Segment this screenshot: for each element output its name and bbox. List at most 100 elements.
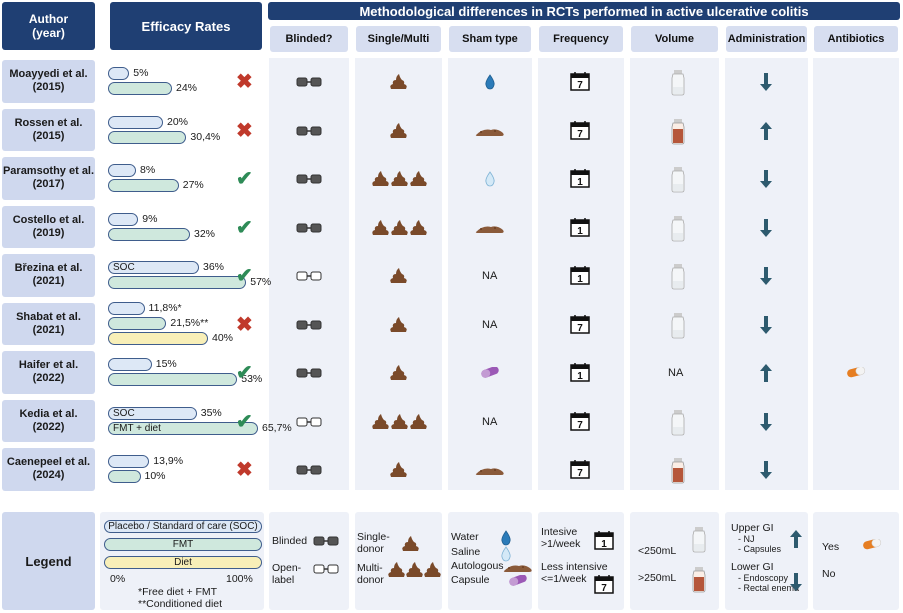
up-arrow-icon [760, 364, 772, 383]
down-arrow-icon [790, 573, 802, 591]
legend-sham [448, 512, 532, 610]
calendar-1-icon: 1 [594, 531, 614, 550]
author-name: Caenepeel et al. [6, 456, 91, 469]
efficacy-value: 35% [200, 406, 222, 419]
efficacy-bar-fmt [108, 373, 238, 387]
author-cell: Moayyedi et al. (2015) [2, 60, 95, 103]
author-name: Paramsothy et al. [2, 165, 95, 178]
author-year: (2015) [32, 81, 65, 94]
legend-single-line1: Single- [357, 531, 390, 543]
small-bottle-icon [692, 527, 706, 553]
up-arrow-icon [790, 530, 802, 548]
large-bottle-icon [671, 118, 685, 145]
stool-icon [391, 219, 408, 235]
stool-icon [390, 365, 407, 381]
check-icon: ✔ [236, 410, 253, 433]
legend-water-label: Water [451, 531, 479, 543]
stool-icon [390, 462, 407, 478]
author-cell: Shabat et al. (2021) [2, 302, 95, 345]
stool-icon [424, 562, 441, 577]
open-glasses-icon [296, 271, 322, 281]
legend-upper-capsules: - Capsules [738, 544, 782, 554]
col-header-frequency: Frequency [539, 26, 623, 52]
check-icon: ✔ [236, 168, 253, 191]
legend-donor [355, 512, 442, 610]
author-cell: Kedia et al. (2022) [2, 399, 95, 442]
col-header-blinded: Blinded? [270, 26, 348, 52]
stool-icon [402, 536, 419, 551]
stool-icon [410, 171, 427, 187]
saline-drop-icon [485, 171, 495, 187]
small-bottle-icon [671, 70, 685, 96]
sham-na: NA [482, 270, 498, 283]
efficacy-value: 13,9% [153, 455, 184, 468]
legend-note-conditioned-diet: **Conditioned diet [138, 598, 223, 610]
svg-text:7: 7 [577, 80, 583, 91]
author-name: Kedia et al. [19, 407, 78, 420]
svg-text:1: 1 [577, 371, 583, 382]
efficacy-bar-placebo [108, 67, 130, 81]
autologous-stool-icon [503, 565, 532, 572]
up-arrow-icon [760, 121, 772, 140]
calendar-icon: 7 [570, 460, 590, 479]
author-cell: Březina et al. (2021) [2, 254, 95, 297]
efficacy-value: 15% [155, 358, 177, 371]
efficacy-bar-placebo [108, 164, 136, 178]
small-bottle-icon [671, 167, 685, 193]
efficacy-value: 8% [140, 164, 156, 177]
efficacy-value: 20% [167, 115, 189, 128]
efficacy-value: 65,7% [262, 421, 292, 434]
stool-icon [372, 171, 389, 187]
author-year: (2022) [32, 372, 65, 385]
efficacy-value: 10% [144, 470, 166, 483]
water-drop-icon [485, 74, 495, 90]
stool-icon [390, 268, 407, 284]
legend-saline-label: Saline [451, 546, 481, 558]
author-year: (2021) [32, 323, 65, 336]
stool-icon [391, 171, 408, 187]
check-icon: ✔ [236, 216, 253, 239]
legend-volume [630, 512, 719, 610]
efficacy-bar-fmt [108, 317, 167, 331]
efficacy-value: 57% [250, 276, 272, 289]
small-bottle-icon [671, 264, 685, 290]
antibiotic-capsule-icon [863, 539, 882, 550]
cross-icon: ✖ [236, 119, 253, 142]
svg-text:1: 1 [577, 177, 583, 188]
efficacy-bar-placebo [108, 455, 150, 469]
autologous-stool-icon [475, 226, 504, 233]
small-bottle-icon [671, 312, 685, 339]
legend-less-line1: Less intensive [541, 561, 608, 573]
efficacy-bar-placebo [108, 115, 163, 129]
legend-less-intensive-label: Less intensive <=1/week [541, 561, 608, 585]
legend-open-label: Open-label [272, 562, 301, 586]
efficacy-value: 11,8%* [148, 302, 182, 315]
calendar-icon: 1 [570, 169, 590, 188]
author-cell: Costello et al. (2019) [2, 205, 95, 248]
efficacy-bar-placebo [108, 302, 145, 316]
efficacy-bar-diet [108, 332, 208, 346]
legend-lower-label: Lower GI [731, 561, 774, 573]
down-arrow-icon [760, 315, 772, 334]
autologous-stool-icon [475, 129, 504, 136]
down-arrow-icon [760, 170, 772, 189]
svg-text:1: 1 [601, 539, 607, 550]
stool-icon [410, 219, 427, 235]
efficacy-bar-fmt [108, 276, 247, 290]
efficacy-value: 24% [176, 82, 198, 95]
small-bottle-icon [671, 409, 685, 436]
legend-lower-items: - Endoscopy - Rectal enema [738, 573, 799, 593]
down-arrow-icon [760, 218, 772, 237]
efficacy-bar-fmt: FMT + diet [108, 421, 258, 435]
check-icon: ✔ [236, 362, 253, 385]
col-header-volume: Volume [631, 26, 718, 52]
legend-axis-min: 0% [110, 573, 126, 585]
stool-icon [390, 122, 407, 138]
author-year: (2022) [32, 420, 65, 433]
author-cell: Rossen et al. (2015) [2, 108, 95, 151]
svg-text:1: 1 [577, 274, 583, 285]
efficacy-value: 36% [203, 261, 225, 274]
volume-na: NA [668, 367, 684, 380]
svg-text:7: 7 [577, 129, 583, 140]
author-name: Haifer et al. [18, 359, 79, 372]
